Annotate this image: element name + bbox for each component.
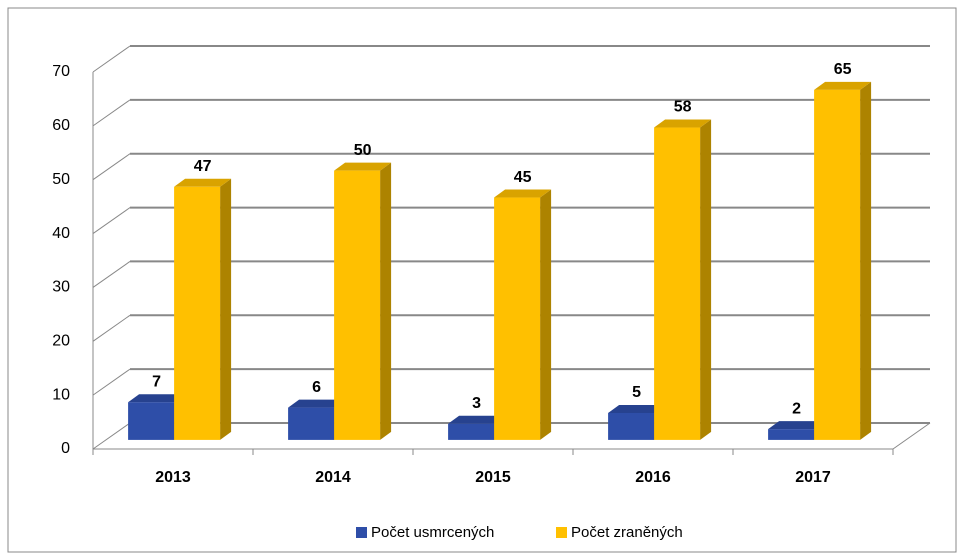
grid-line-side xyxy=(92,368,131,396)
data-label: 47 xyxy=(194,158,212,175)
data-label: 6 xyxy=(312,379,321,396)
grid-line-side xyxy=(92,314,131,342)
bar-side xyxy=(220,178,232,440)
x-tick-label: 2013 xyxy=(155,469,191,486)
legend-label: Počet usmrcených xyxy=(371,524,494,541)
bar-front xyxy=(608,412,655,440)
bar xyxy=(494,189,552,440)
bar xyxy=(174,178,232,440)
y-tick-label: 40 xyxy=(52,225,70,242)
bar-top xyxy=(128,394,186,403)
bar-side xyxy=(380,162,392,440)
data-label: 50 xyxy=(354,142,372,159)
bar-front xyxy=(814,89,861,440)
y-tick-label: 10 xyxy=(52,386,70,403)
bar-front xyxy=(654,127,701,440)
data-label: 3 xyxy=(472,395,481,412)
data-label: 2 xyxy=(792,400,801,417)
data-label: 65 xyxy=(834,61,852,78)
grid-line-side xyxy=(92,45,131,73)
bar-top xyxy=(814,81,872,90)
bar-top xyxy=(174,178,232,187)
grid-line-side xyxy=(92,99,131,127)
floor-right xyxy=(892,422,931,450)
bar-top xyxy=(334,162,392,171)
y-tick-label: 60 xyxy=(52,117,70,134)
y-tick-label: 70 xyxy=(52,63,70,80)
grid-line-side xyxy=(92,153,131,181)
bar-top xyxy=(768,421,826,430)
bar-front xyxy=(768,429,815,440)
bar-top xyxy=(654,119,712,128)
bar-top xyxy=(288,399,346,408)
data-label: 58 xyxy=(674,99,692,116)
data-label: 7 xyxy=(152,373,161,390)
data-label: 45 xyxy=(514,169,532,186)
x-tick-label: 2017 xyxy=(795,469,831,486)
legend-label: Počet zraněných xyxy=(571,524,683,541)
bar-top xyxy=(494,189,552,198)
y-tick-label: 30 xyxy=(52,279,70,296)
y-tick-label: 20 xyxy=(52,333,70,350)
legend-swatch xyxy=(356,527,367,538)
x-tick-label: 2016 xyxy=(635,469,671,486)
bar xyxy=(654,119,712,440)
bar-side xyxy=(540,189,552,440)
bar-front xyxy=(334,170,381,440)
bar-side xyxy=(860,81,872,440)
bar-top xyxy=(448,415,506,424)
y-tick-label: 0 xyxy=(61,440,70,457)
chart-frame xyxy=(7,7,957,553)
bar-side xyxy=(700,119,712,440)
bar-front xyxy=(174,186,221,440)
x-tick-label: 2015 xyxy=(475,469,511,486)
bar-top xyxy=(608,404,666,413)
grid-line-side xyxy=(92,261,131,288)
bar xyxy=(814,81,872,440)
grid-line-side xyxy=(92,422,131,450)
data-label: 5 xyxy=(632,384,641,401)
bar-front xyxy=(288,407,335,440)
legend-swatch xyxy=(556,527,567,538)
bar xyxy=(334,162,392,440)
bar-front xyxy=(448,423,495,440)
bar-front xyxy=(128,402,175,440)
y-tick-label: 50 xyxy=(52,171,70,188)
grid-line-side xyxy=(92,207,131,234)
bar-front xyxy=(494,197,541,440)
x-tick-label: 2014 xyxy=(315,469,351,486)
